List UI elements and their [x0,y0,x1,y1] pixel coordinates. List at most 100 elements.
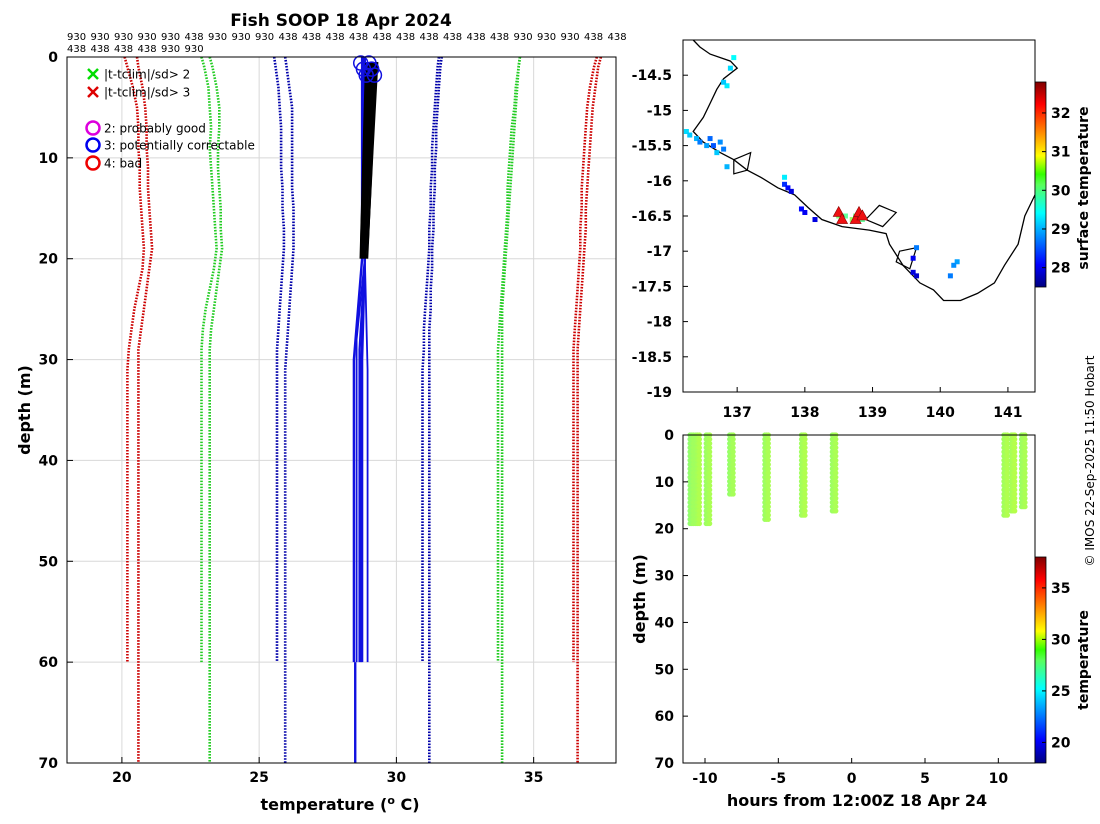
climatology-series [421,56,441,663]
temperature-sample [1004,504,1011,510]
temperature-sample [1012,440,1018,447]
section-axis-ticks: -10 -5 0 5 10 0 10 20 30 40 50 60 70 [655,428,1009,787]
legend-marker-x [87,68,99,80]
climatology-series [123,56,146,663]
temperature-sample [707,512,713,518]
probe-id: 438 [67,44,86,55]
y-tick-label: 60 [655,709,675,725]
temperature-profiles [352,55,383,763]
y-tick-label: -15.5 [632,139,672,155]
probe-id: 438 [467,32,486,43]
y-tick-label: 40 [655,615,675,631]
sst-point [788,188,794,194]
x-axis-label: temperature (o C) [260,794,419,814]
temperature-sample [707,457,713,463]
y-tick-label: 40 [39,453,59,469]
temperature-sample [1004,499,1011,506]
x-tick-label: 10 [989,771,1009,787]
legend-label: 3: potentially correctable [104,139,255,153]
probe-id: 438 [138,44,157,55]
temperature-sample [1022,483,1028,489]
temperature-sample [1004,449,1011,455]
legend-marker-x [87,86,99,98]
probe-id: 930 [67,32,86,43]
x-tick-label: 138 [790,405,819,421]
temperature-sample [765,461,771,468]
legend-label: 4: bad [104,157,142,171]
temperature-sample [1004,470,1011,476]
y-tick-label: 20 [655,522,675,538]
temperature-sample [696,516,703,522]
temperature-sample [765,470,771,476]
climatology-series [572,56,599,663]
colorbar-tick-label: 35 [1051,581,1070,597]
temperature-sample [833,508,839,514]
x-tick-label: 35 [524,770,543,786]
probe-id: 438 [326,32,345,43]
temperature-sample [1012,445,1018,451]
temperature-sample [730,474,736,480]
sst-point [694,136,700,142]
temperature-sample [1012,470,1018,476]
temperature-sample [1022,487,1028,493]
temperature-sample [707,495,713,501]
temperature-sample [1022,478,1028,484]
temperature-sample [1012,453,1018,459]
temperature-sample [1022,466,1028,472]
temperature-sample [1022,436,1028,442]
temperature-sample [833,474,839,480]
temperature-sample [765,508,771,514]
sst-point [910,255,916,261]
credit-text: © IMOS 22-Sep-2025 11:50 Hobart [1083,355,1097,566]
probe-id: 930 [138,32,157,43]
probe-id: 930 [161,32,180,43]
temperature-sample [802,470,808,476]
temperature-sample [765,466,771,472]
temperature-sample [802,483,808,489]
y-tick-label: -18 [647,315,672,331]
probe-id: 438 [420,32,439,43]
temperature-sample [1004,440,1011,447]
probe-id: 438 [490,32,509,43]
temperature-sample [802,466,808,472]
x-tick-label: 139 [858,405,887,421]
temperature-sample [765,516,771,522]
temperature-sample [802,449,808,455]
sst-point [721,146,727,152]
y-tick-label: 70 [39,756,59,772]
temperature-sample [707,474,713,480]
temperature-sample [696,487,703,493]
x-tick-label: 25 [249,770,268,786]
temperature-sample [730,457,736,463]
temperature-sample [1022,491,1028,497]
temperature-sample [802,457,808,463]
temperature-sample [1012,504,1018,510]
temperature-sample [1012,436,1018,442]
sst-point [727,65,733,71]
climatology-series [272,56,286,663]
sst-point [707,136,713,142]
temperature-sample [1022,495,1028,501]
sst-point [954,259,960,265]
probe-id: 438 [349,32,368,43]
temperature-sample [765,457,771,463]
colorbar-tick-label: 31 [1051,145,1070,161]
temperature-sample [730,436,736,442]
plot-frame [66,56,617,764]
legend-marker-circle [85,155,101,171]
temperature-sample [707,453,713,459]
section-frame [682,434,1036,764]
temperature-sample [833,483,839,489]
temperature-sample [802,495,808,501]
sst-point [717,139,723,145]
probe-id: 438 [114,44,133,55]
temperature-sample [765,487,771,493]
flag-circle-correctable [366,67,383,83]
temperature-sample [1004,457,1011,463]
temperature-sample [765,495,771,501]
legend-marker-circle [85,120,101,136]
temperature-sample [696,499,703,506]
y-tick-label: 30 [39,353,59,369]
temperature-sample [802,461,808,468]
map-colorbar-ticks: 28 29 30 31 32 [1042,106,1071,277]
